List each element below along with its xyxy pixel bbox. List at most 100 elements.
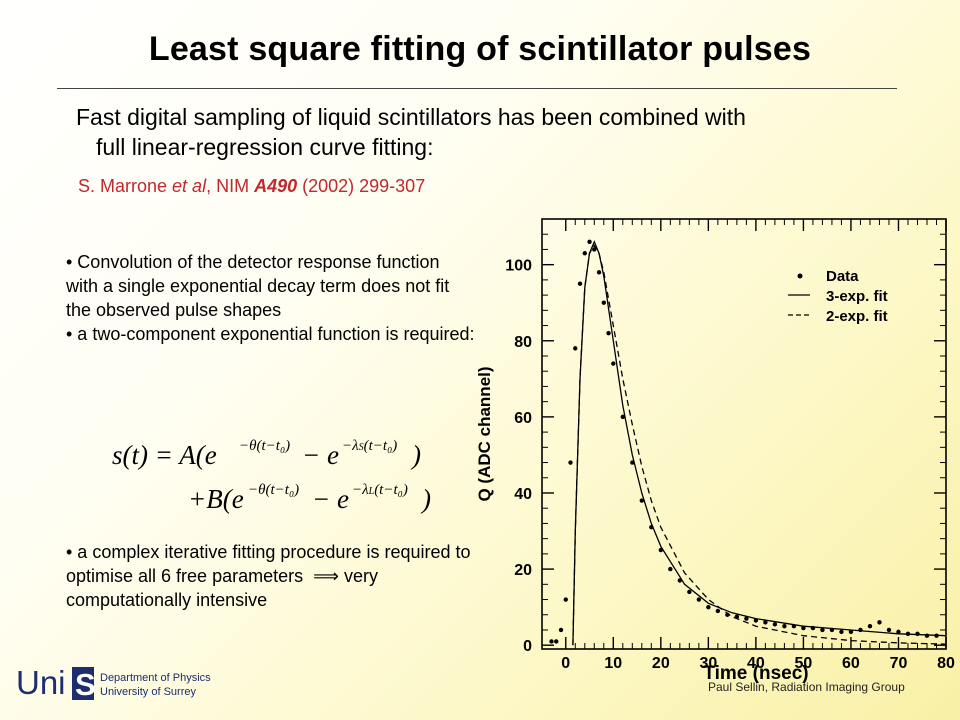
ref-volume: A490	[254, 176, 298, 196]
equation-exp-3: −θ(t−t₀)	[248, 482, 299, 498]
logo-s-block	[72, 667, 94, 700]
data-point	[715, 608, 721, 614]
logo-dept: Department of Physics	[100, 672, 211, 684]
y-tick-label: 20	[514, 562, 532, 579]
implies-arrow-icon: ⟹	[313, 566, 339, 586]
data-point	[630, 460, 635, 465]
pulse-equation: s(t) = A(e −θ(t−t₀) − e −λS(t−t₀) ) +B(e…	[112, 438, 431, 514]
data-point	[858, 627, 863, 633]
data-point	[867, 623, 873, 629]
bullet-2: • a two-component exponential function i…	[66, 324, 475, 344]
data-point	[791, 623, 797, 629]
bullet-list-bottom: • a complex iterative fitting procedure …	[66, 540, 476, 612]
x-tick-label: 50	[795, 655, 813, 672]
x-tick-label: 10	[604, 655, 622, 672]
data-point	[558, 627, 564, 633]
data-point	[801, 625, 806, 631]
data-point	[677, 578, 683, 583]
data-point	[753, 618, 759, 623]
two-exp-fit-line	[572, 244, 947, 646]
data-point	[829, 627, 835, 633]
ref-journal: , NIM	[206, 176, 255, 196]
data-point	[839, 629, 844, 635]
data-point	[744, 616, 749, 621]
data-point	[620, 414, 625, 420]
data-point	[848, 629, 854, 635]
data-point	[725, 612, 730, 617]
plot-frame	[541, 218, 947, 650]
x-tick-label: 20	[652, 655, 670, 672]
y-tick-label: 80	[514, 334, 532, 351]
data-point	[554, 639, 559, 644]
y-tick-label: 40	[514, 486, 532, 503]
unis-logo: Uni S Department of Physics University o…	[16, 664, 211, 702]
pulse-chart: 0 10 20 30 40 50 60 70 80 0 20 40 60 80 100 Data 3-exp.…	[475, 218, 955, 684]
x-tick-label: 30	[699, 655, 717, 672]
bullet-3-text-b: very computationally intensive	[66, 566, 378, 610]
data-point	[592, 247, 597, 252]
data-point	[782, 623, 787, 629]
equation-paren-2: )	[420, 484, 431, 514]
logo-text: Uni	[16, 664, 66, 701]
data-point	[934, 633, 939, 638]
ref-rest: (2002) 299-307	[297, 176, 426, 196]
data-point	[606, 330, 611, 336]
bullet-3: • a complex iterative fitting procedure …	[66, 540, 476, 612]
legend-label: 2-exp. fit	[826, 308, 888, 325]
data-point	[563, 597, 568, 602]
data-point	[649, 525, 654, 530]
equation-minus-1: − e	[302, 440, 339, 470]
y-axis-label: Q (ADC channel)	[475, 366, 494, 501]
data-point	[810, 625, 816, 631]
title-divider	[57, 88, 897, 89]
data-point	[549, 639, 554, 644]
logo-univ: University of Surrey	[100, 686, 196, 698]
x-tick-label: 40	[747, 655, 765, 672]
three-exp-fit-line	[572, 240, 947, 646]
x-tick-label: 80	[937, 655, 955, 672]
data-point	[696, 597, 702, 602]
intro-text: Fast digital sampling of liquid scintill…	[76, 102, 876, 162]
data-point	[915, 631, 920, 636]
data-point	[820, 627, 825, 633]
y-tick-label: 100	[505, 258, 532, 275]
data-point	[924, 633, 930, 638]
bullet-list-top: • Convolution of the detector response f…	[66, 250, 476, 346]
slide-title: Least square fitting of scintillator pul…	[148, 30, 812, 68]
data-point	[886, 627, 892, 633]
ref-etal: et al	[172, 176, 207, 196]
equation-exp-4: −λL(t−t₀)	[352, 482, 408, 498]
data-point	[905, 631, 911, 636]
legend-label: 3-exp. fit	[826, 288, 888, 305]
y-tick-label: 60	[514, 410, 532, 427]
intro-line-2: full linear-regression curve fitting:	[96, 134, 434, 160]
y-tick-label: 0	[523, 638, 532, 655]
equation-minus-2: − e	[312, 484, 349, 514]
data-point	[687, 589, 692, 595]
data-point	[587, 239, 592, 245]
legend-label: Data	[826, 268, 859, 285]
data-point	[582, 251, 587, 256]
intro-line-1: Fast digital sampling of liquid scintill…	[76, 104, 746, 130]
data-point	[573, 346, 578, 351]
data-point	[601, 300, 606, 305]
equation-paren-1: )	[410, 440, 421, 470]
equation-exp-2: −λS(t−t₀)	[342, 438, 397, 454]
bullet-1: • Convolution of the detector response f…	[66, 252, 450, 320]
x-tick-label: 0	[561, 655, 570, 672]
x-tick-label: 70	[890, 655, 908, 672]
data-point	[611, 361, 616, 366]
ref-authors: S. Marrone	[78, 176, 173, 196]
data-point	[577, 281, 583, 286]
x-tick-label: 60	[842, 655, 860, 672]
data-point	[568, 460, 573, 465]
equation-line-1: s(t) = A(e	[112, 440, 217, 470]
data-point	[706, 604, 711, 610]
data-point	[658, 547, 664, 553]
reference: S. Marrone et al, NIM A490 (2002) 299-30…	[78, 176, 425, 197]
legend-data-marker	[797, 273, 803, 279]
data-point	[639, 498, 645, 503]
bullet-3-text-a: • a complex iterative fitting procedure …	[66, 542, 471, 586]
data-point	[896, 629, 901, 635]
x-axis-label: Time (nsec)	[703, 663, 808, 684]
